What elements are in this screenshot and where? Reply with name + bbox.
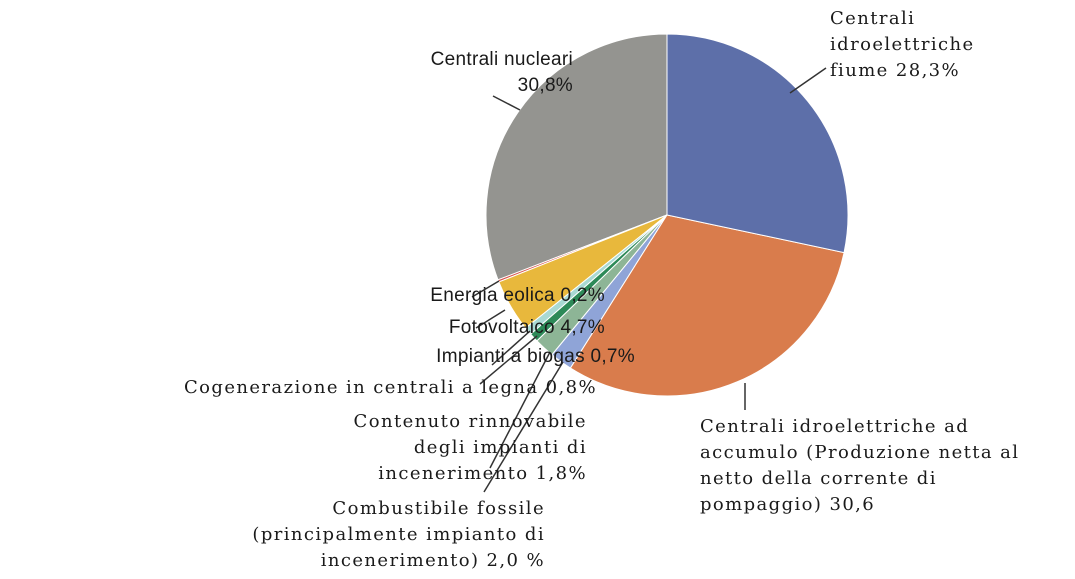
category-name: Cogenerazione in centrali a legna [184, 377, 539, 398]
leader-line [475, 309, 506, 329]
slice-label: Impianti a biogas 0,7% [75, 344, 635, 370]
category-name: Centrali idroelettriche fiume [830, 8, 975, 81]
leader-line [479, 335, 538, 385]
leader-line [491, 330, 531, 366]
leader-line [483, 361, 564, 493]
value-label: 28,3% [895, 60, 961, 81]
category-name: Centrali nucleari [430, 49, 573, 70]
slice-label: Centrali idroelettriche ad accumulo (Pro… [700, 414, 1019, 518]
category-name: Combustibile fossile (principalmente imp… [252, 498, 545, 571]
slice-label: Contenuto rinnovabile degli impianti di … [27, 409, 587, 487]
category-name: Fotovoltaico [448, 317, 555, 338]
leader-line [489, 351, 551, 469]
value-label: 2,0 % [486, 550, 545, 571]
value-label: 30,8% [517, 75, 573, 96]
slice-label: Centrali idroelettriche fiume 28,3% [830, 6, 975, 84]
leader-line [471, 280, 500, 298]
category-name: Contenuto rinnovabile degli impianti di … [353, 411, 587, 484]
leader-line [789, 67, 827, 94]
value-label: 4,7% [560, 317, 605, 338]
value-label: 0,8% [545, 377, 597, 398]
leader-line [492, 95, 521, 111]
slice-label: Combustibile fossile (principalmente imp… [0, 496, 545, 574]
value-label: 0,2% [560, 285, 605, 306]
pie-slice [485, 33, 668, 281]
slice-label: Cogenerazione in centrali a legna 0,8% [37, 375, 597, 401]
pie-slice [666, 33, 849, 254]
category-name: Centrali idroelettriche ad accumulo (Pro… [700, 416, 1020, 515]
leader-lines [471, 67, 827, 493]
slice-label: Fotovoltaico 4,7% [45, 315, 605, 341]
value-label: 30,6 [829, 494, 876, 515]
value-label: 0,7% [590, 346, 635, 367]
slice-label: Energia eolica 0,2% [45, 283, 605, 309]
category-name: Impianti a biogas [436, 346, 585, 367]
value-label: 1,8% [535, 463, 587, 484]
category-name: Energia eolica [430, 285, 555, 306]
slice-label: Centrali nucleari 30,8% [13, 47, 573, 99]
pie-slice [569, 214, 845, 397]
